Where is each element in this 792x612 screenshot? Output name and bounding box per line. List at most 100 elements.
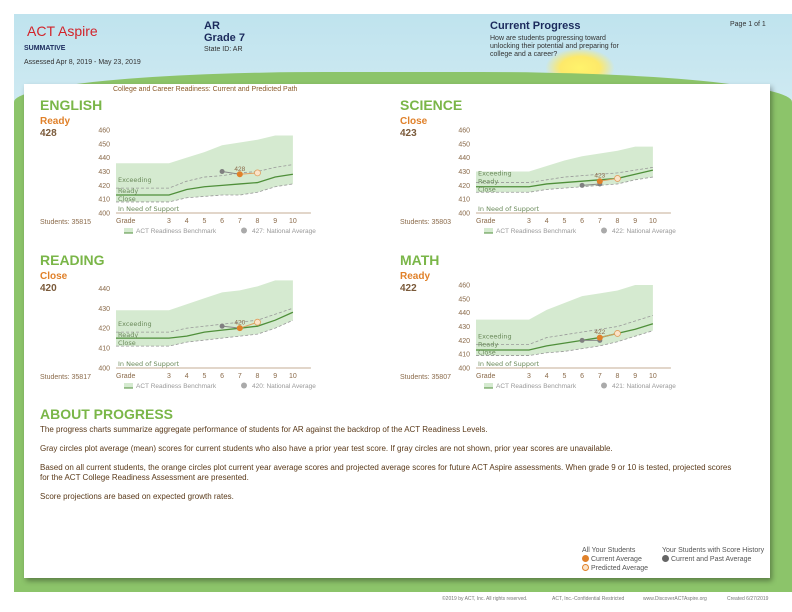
- x-axis-title: Grade: [476, 218, 496, 225]
- y-tick-label: 420: [458, 183, 470, 190]
- national-average-label: 420: National Average: [252, 383, 316, 390]
- current-average-point: [236, 171, 243, 178]
- current-score-label: 420: [234, 320, 245, 327]
- predicted-average-point: [614, 330, 621, 337]
- x-tick-label: 10: [649, 218, 657, 225]
- benchmark-legend-label: ACT Readiness Benchmark: [496, 228, 577, 235]
- y-tick-label: 460: [98, 128, 110, 135]
- x-tick-label: 9: [633, 218, 637, 225]
- footer-confidential: ACT, Inc.-Confidential Restricted: [552, 596, 625, 602]
- x-tick-label: 10: [649, 373, 657, 380]
- x-tick-label: 9: [633, 373, 637, 380]
- english-panel: ENGLISH Ready 428 Students: 35815 Exceedi…: [40, 97, 380, 247]
- benchmark-line: [476, 169, 654, 188]
- national-average-icon: [241, 227, 247, 234]
- past-average-point: [219, 323, 225, 329]
- subject-title: SCIENCE: [400, 97, 463, 113]
- zone-label-3: In Need of Support: [118, 360, 180, 368]
- x-tick-label: 6: [220, 373, 224, 380]
- x-axis-title: Grade: [116, 218, 136, 225]
- x-tick-label: 6: [580, 373, 584, 380]
- grade-label: Grade 7: [204, 32, 245, 44]
- benchmark-legend-swatch-icon: [124, 383, 133, 388]
- footer-url[interactable]: www.DiscoverACTAspire.org: [643, 596, 707, 602]
- close-threshold-line: [116, 183, 293, 203]
- legend-score-history: Your Students with Score History Current…: [662, 546, 764, 564]
- x-tick-label: 5: [202, 218, 206, 225]
- x-tick-label: 10: [289, 373, 297, 380]
- x-tick-label: 3: [167, 373, 171, 380]
- zone-label-2: Close: [478, 185, 496, 193]
- past-average-dot-icon: [662, 555, 669, 562]
- x-tick-label: 5: [202, 373, 206, 380]
- y-tick-label: 450: [98, 141, 110, 148]
- close-threshold-line: [116, 319, 294, 347]
- legend-current: Current Average: [591, 556, 642, 563]
- past-average-point: [219, 169, 225, 175]
- x-tick-label: 7: [598, 373, 602, 380]
- benchmark-line: [116, 173, 294, 196]
- subject-title: READING: [40, 252, 105, 268]
- legend-all-title: All Your Students: [582, 547, 636, 554]
- ready-threshold-line: [116, 164, 293, 189]
- past-average-line: [582, 183, 600, 186]
- legend-predicted: Predicted Average: [591, 565, 649, 572]
- y-tick-label: 450: [458, 141, 470, 148]
- y-tick-label: 410: [458, 352, 470, 359]
- state-name: AR: [204, 20, 220, 32]
- national-average-label: 421: National Average: [612, 383, 676, 390]
- zone-label-0: Exceeding: [478, 332, 512, 340]
- test-type: SUMMATIVE: [24, 45, 66, 52]
- state-id: State ID: AR: [204, 46, 243, 53]
- x-tick-label: 5: [562, 373, 566, 380]
- benchmark-legend-swatch-icon: [124, 228, 133, 233]
- x-tick-label: 4: [545, 218, 549, 225]
- ready-threshold-line: [476, 166, 653, 183]
- students-count: Students: 35807: [400, 374, 451, 381]
- zone-label-1: Ready: [118, 187, 138, 195]
- x-axis-title: Grade: [116, 373, 136, 380]
- zone-label-0: Exceeding: [478, 169, 512, 177]
- past-average-point: [579, 182, 585, 188]
- benchmark-line: [116, 311, 294, 339]
- x-tick-label: 8: [616, 218, 620, 225]
- about-paragraph: Score projections are based on expected …: [40, 492, 234, 501]
- zone-label-0: Exceeding: [118, 320, 152, 328]
- y-tick-label: 450: [458, 296, 470, 303]
- about-paragraph: Gray circles plot average (mean) scores …: [40, 444, 613, 453]
- assessed-dates: Assessed Apr 8, 2019 - May 23, 2019: [24, 59, 141, 66]
- students-count: Students: 35803: [400, 219, 451, 226]
- footer-copyright: ©2019 by ACT, Inc. All rights reserved.: [442, 596, 528, 602]
- about-paragraph: The progress charts summarize aggregate …: [40, 425, 488, 434]
- readiness-band: [476, 146, 653, 193]
- benchmark-legend-swatch-icon: [484, 383, 493, 388]
- x-tick-label: 6: [580, 218, 584, 225]
- x-tick-label: 7: [598, 218, 602, 225]
- predicted-average-point: [254, 318, 261, 326]
- x-tick-label: 4: [185, 373, 189, 380]
- reading-panel: READING Close 420 Students: 35817 Exceedi…: [40, 252, 380, 402]
- y-tick-label: 440: [98, 286, 110, 293]
- current-average-dot-icon: [582, 555, 589, 562]
- y-tick-label: 460: [458, 283, 470, 290]
- benchmark-legend-label: ACT Readiness Benchmark: [136, 228, 217, 235]
- readiness-level: Ready: [40, 116, 71, 127]
- x-tick-label: 9: [273, 218, 277, 225]
- y-tick-label: 400: [458, 366, 470, 373]
- report-title: Current Progress: [490, 20, 581, 32]
- zone-label-2: Close: [118, 195, 136, 203]
- y-tick-label: 400: [458, 211, 470, 218]
- readiness-level: Close: [400, 116, 428, 127]
- x-tick-label: 5: [562, 218, 566, 225]
- science-panel: SCIENCE Close 423 Students: 35803 Exceedi…: [400, 97, 740, 247]
- page-number: Page 1 of 1: [730, 21, 766, 28]
- y-tick-label: 420: [458, 338, 470, 345]
- readiness-level: Close: [40, 271, 68, 282]
- legend-past: Current and Past Average: [671, 556, 752, 563]
- benchmark-legend-label: ACT Readiness Benchmark: [136, 383, 217, 390]
- act-aspire-logo: ACT Aspire: [27, 23, 98, 39]
- average-score: 423: [400, 128, 417, 139]
- x-tick-label: 7: [238, 218, 242, 225]
